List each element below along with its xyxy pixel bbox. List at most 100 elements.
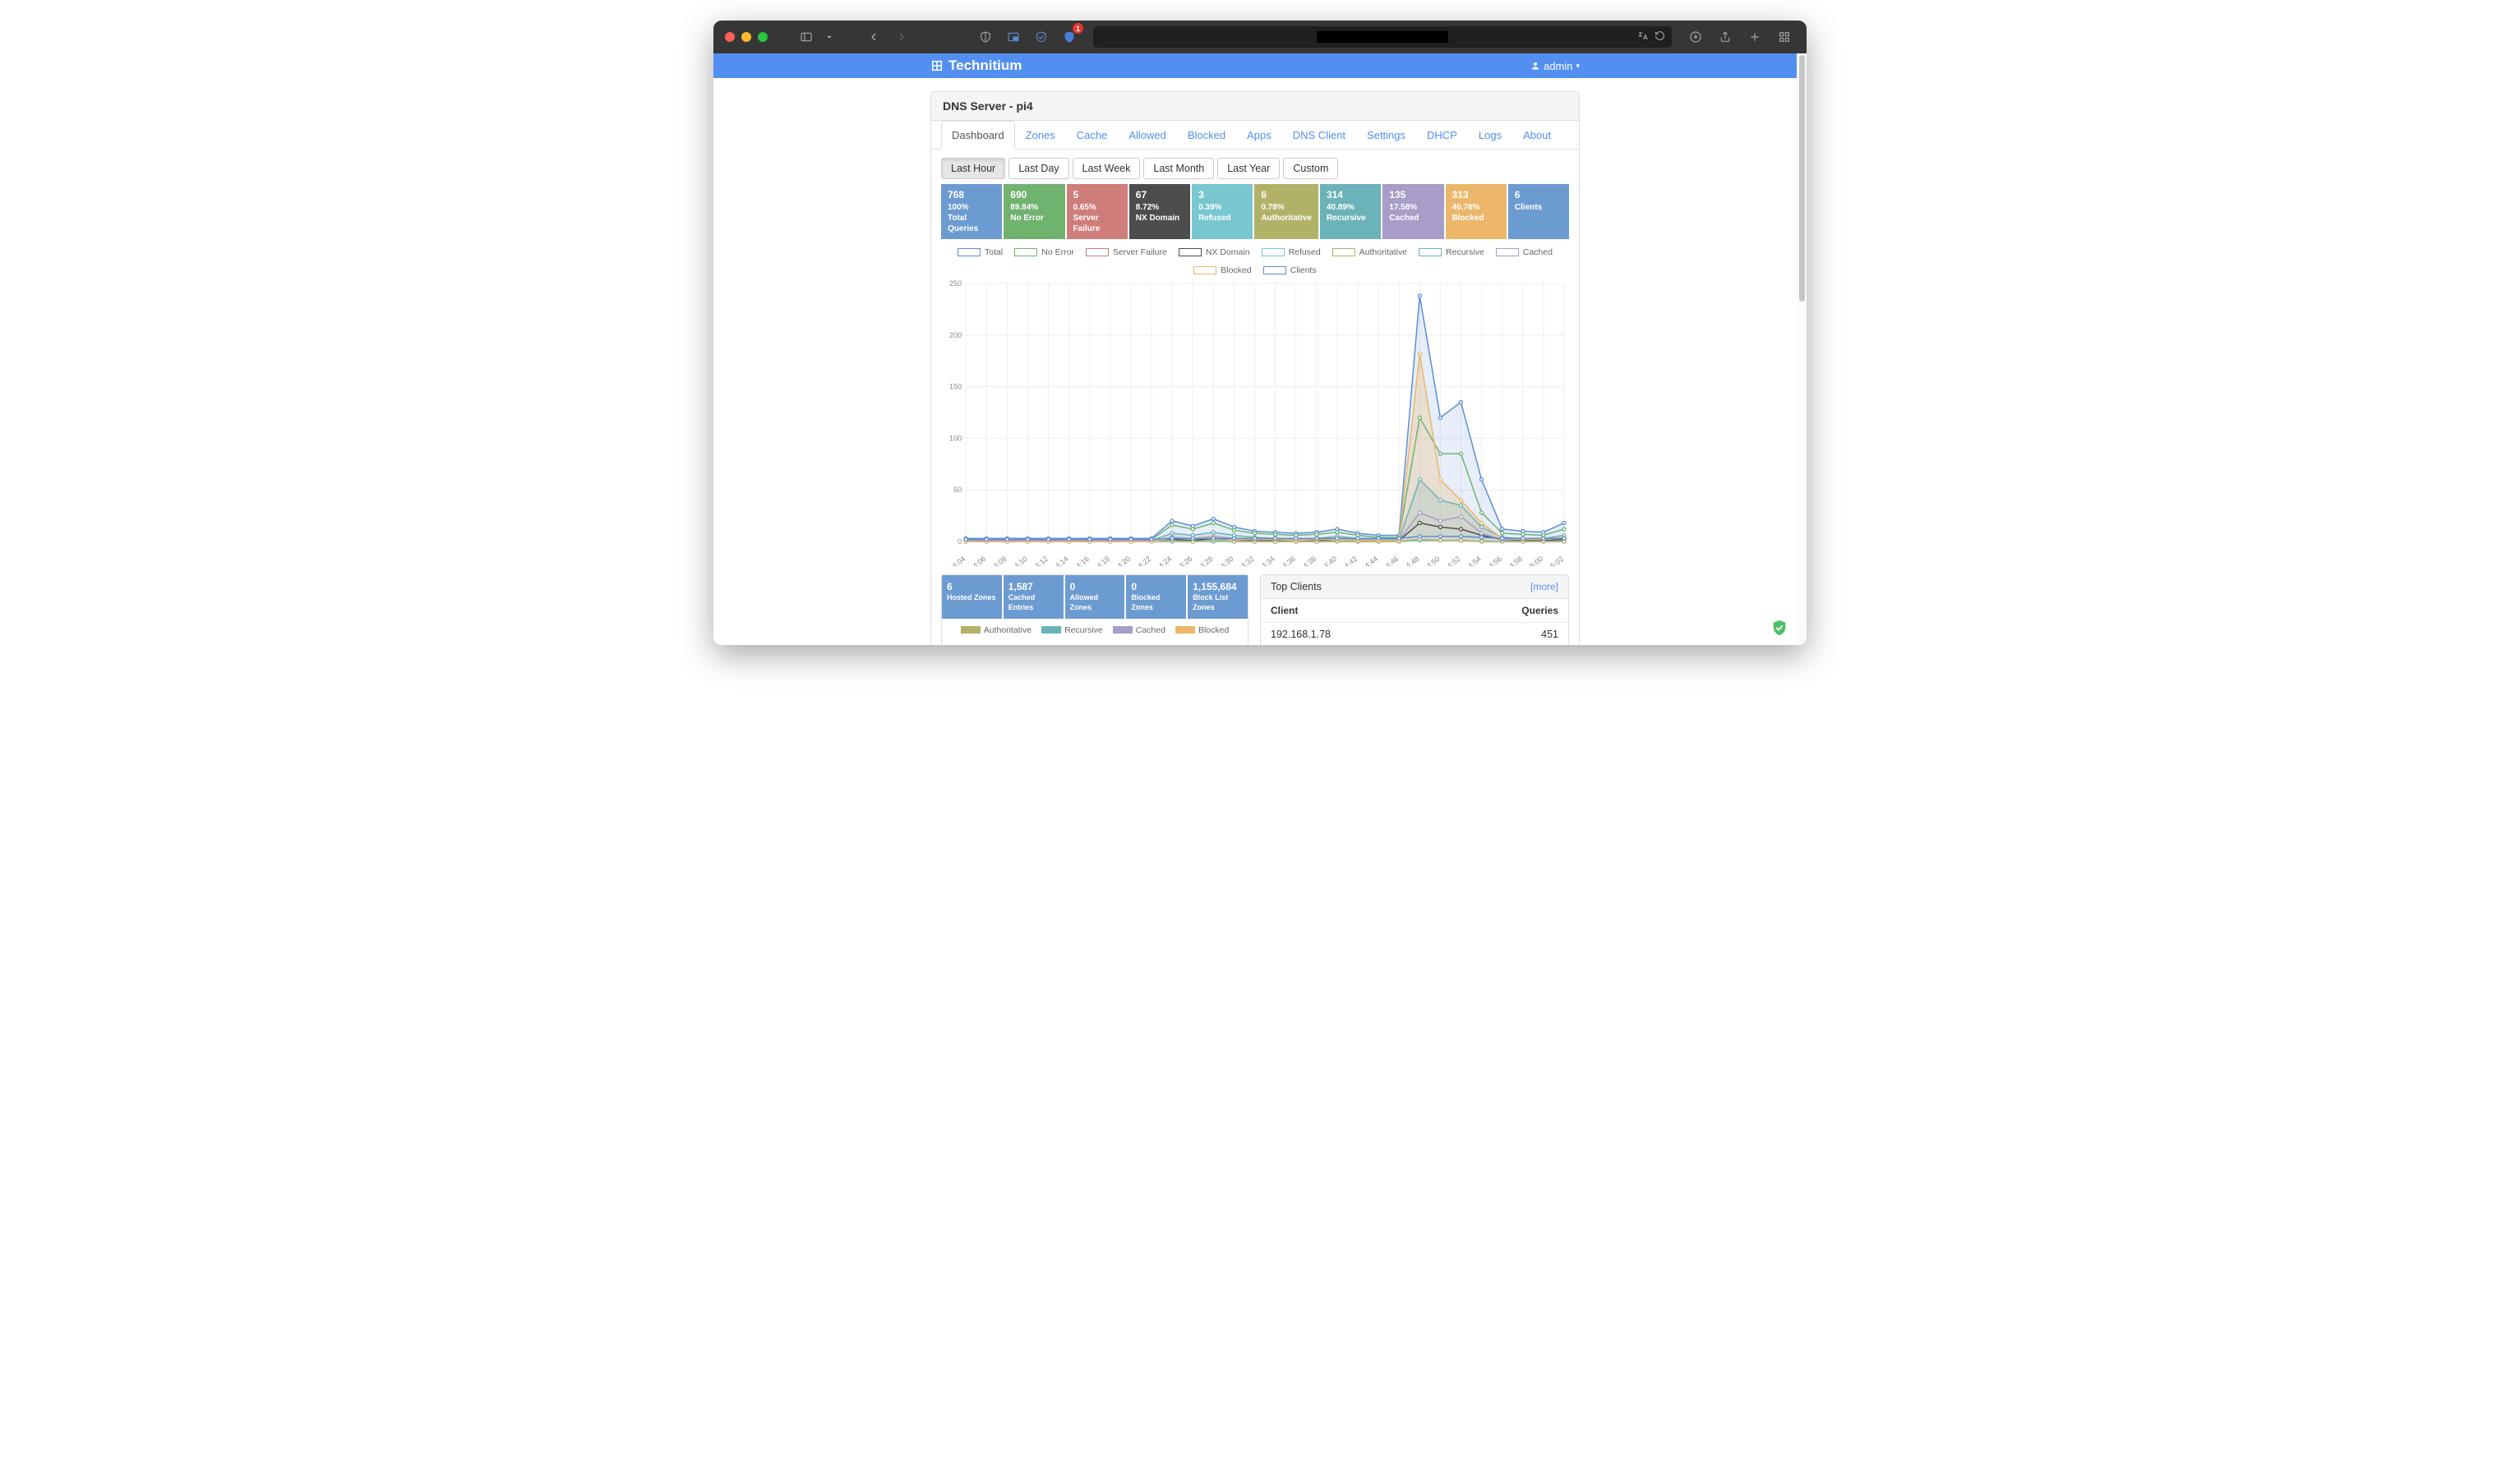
chevron-down-icon: ▾: [1576, 62, 1580, 71]
downloads-icon[interactable]: [1685, 26, 1706, 48]
sidebar-dropdown-icon[interactable]: [824, 26, 835, 48]
svg-text:14:16: 14:16: [1071, 554, 1091, 565]
zone-stat-cached-entries[interactable]: 1,587Cached Entries: [1004, 575, 1064, 619]
shield-half-icon[interactable]: [975, 26, 996, 48]
svg-text:14:48: 14:48: [1401, 554, 1421, 565]
stat-clients[interactable]: 6Clients: [1508, 184, 1569, 239]
svg-text:14:14: 14:14: [1050, 554, 1070, 565]
minimize-window-button[interactable]: [741, 32, 751, 42]
svg-text:14:38: 14:38: [1298, 554, 1318, 565]
svg-text:14:58: 14:58: [1504, 554, 1524, 565]
browser-window: 1 Technitium admin: [713, 21, 1807, 645]
tab-dhcp[interactable]: DHCP: [1416, 121, 1468, 150]
tab-blocked[interactable]: Blocked: [1177, 121, 1236, 150]
password-manager-icon[interactable]: 1: [1059, 26, 1080, 48]
zone-legend-blocked[interactable]: Blocked: [1175, 625, 1229, 635]
legend-refused[interactable]: Refused: [1262, 247, 1321, 257]
security-shield-badge-icon: [1770, 619, 1788, 637]
range-last-hour[interactable]: Last Hour: [941, 158, 1005, 179]
top-clients-panel: Top Clients [more] Client Queries 192.16…: [1260, 574, 1569, 645]
stat-blocked[interactable]: 31340.76%Blocked: [1446, 184, 1507, 239]
tracker-shield-icon[interactable]: [1031, 26, 1052, 48]
zone-stat-block-list-zones[interactable]: 1,155,684Block List Zones: [1188, 575, 1248, 619]
zone-stat-hosted-zones[interactable]: 6Hosted Zones: [942, 575, 1002, 619]
stat-server-failure[interactable]: 50.65%Server Failure: [1067, 184, 1128, 239]
svg-text:14:54: 14:54: [1463, 554, 1483, 565]
chart-legend: Total No Error Server Failure NX Domain Refu…: [941, 247, 1569, 275]
svg-text:50: 50: [953, 486, 962, 494]
tab-logs[interactable]: Logs: [1468, 121, 1512, 150]
tab-apps[interactable]: Apps: [1236, 121, 1282, 150]
tab-settings[interactable]: Settings: [1356, 121, 1416, 150]
stat-authoritative[interactable]: 60.78%Authoritative: [1254, 184, 1318, 239]
zoom-window-button[interactable]: [758, 32, 768, 42]
stat-recursive[interactable]: 31440.89%Recursive: [1320, 184, 1381, 239]
viewport: Technitium admin ▾ DNS Server - pi4 Dash…: [713, 53, 1807, 645]
user-menu[interactable]: admin ▾: [1530, 60, 1580, 72]
svg-text:250: 250: [949, 279, 962, 288]
picture-in-picture-icon[interactable]: [1003, 26, 1024, 48]
zone-legend-cached[interactable]: Cached: [1113, 625, 1165, 635]
col-client: Client: [1261, 599, 1441, 623]
stat-cached[interactable]: 13517.58%Cached: [1382, 184, 1443, 239]
stat-refused[interactable]: 30.39%Refused: [1192, 184, 1253, 239]
svg-text:14:40: 14:40: [1318, 554, 1338, 565]
zone-legend-authoritative[interactable]: Authoritative: [961, 625, 1032, 635]
nav-forward-button[interactable]: [891, 26, 912, 48]
range-last-month[interactable]: Last Month: [1143, 158, 1214, 179]
tab-dashboard[interactable]: Dashboard: [941, 121, 1015, 150]
tab-dns-client[interactable]: DNS Client: [1282, 121, 1356, 150]
tab-zones[interactable]: Zones: [1015, 121, 1066, 150]
nav-back-button[interactable]: [863, 26, 884, 48]
brand[interactable]: Technitium: [930, 58, 1022, 74]
translate-icon[interactable]: [1637, 30, 1649, 44]
range-last-year[interactable]: Last Year: [1217, 158, 1280, 179]
legend-total[interactable]: Total: [958, 247, 1003, 257]
stat-total-queries[interactable]: 768100%Total Queries: [941, 184, 1002, 239]
zone-legend-recursive[interactable]: Recursive: [1041, 625, 1103, 635]
legend-nx-domain[interactable]: NX Domain: [1179, 247, 1250, 257]
svg-text:14:30: 14:30: [1216, 554, 1235, 565]
col-queries: Queries: [1441, 599, 1568, 623]
stat-nx-domain[interactable]: 678.72%NX Domain: [1129, 184, 1190, 239]
tab-allowed[interactable]: Allowed: [1118, 121, 1177, 150]
range-last-week[interactable]: Last Week: [1073, 158, 1141, 179]
legend-cached[interactable]: Cached: [1496, 247, 1553, 257]
svg-text:15:02: 15:02: [1545, 554, 1565, 565]
range-custom[interactable]: Custom: [1283, 158, 1338, 179]
nav-tabs: DashboardZonesCacheAllowedBlockedAppsDNS…: [931, 121, 1579, 150]
svg-text:14:08: 14:08: [989, 554, 1008, 565]
tab-overview-icon[interactable]: [1774, 26, 1795, 48]
client-row[interactable]: 192.168.1.78451: [1261, 622, 1568, 645]
legend-authoritative[interactable]: Authoritative: [1332, 247, 1407, 257]
username: admin: [1544, 60, 1572, 72]
legend-clients[interactable]: Clients: [1263, 265, 1317, 275]
scrollbar-thumb[interactable]: [1799, 55, 1805, 302]
svg-text:200: 200: [949, 330, 962, 339]
stat-no-error[interactable]: 69089.84%No Error: [1004, 184, 1064, 239]
tab-about[interactable]: About: [1512, 121, 1562, 150]
badge-count: 1: [1073, 23, 1083, 34]
svg-text:0: 0: [958, 537, 962, 546]
svg-text:14:44: 14:44: [1360, 554, 1380, 565]
legend-no-error[interactable]: No Error: [1014, 247, 1074, 257]
range-last-day[interactable]: Last Day: [1008, 158, 1068, 179]
share-icon[interactable]: [1715, 26, 1736, 48]
vertical-scrollbar[interactable]: [1797, 53, 1807, 645]
legend-recursive[interactable]: Recursive: [1419, 247, 1484, 257]
tab-cache[interactable]: Cache: [1066, 121, 1119, 150]
svg-text:14:34: 14:34: [1257, 554, 1276, 565]
reload-icon[interactable]: [1655, 30, 1665, 44]
zone-stat-allowed-zones[interactable]: 0Allowed Zones: [1065, 575, 1125, 619]
svg-text:14:42: 14:42: [1340, 554, 1359, 565]
new-tab-icon[interactable]: [1744, 26, 1765, 48]
technitium-logo-icon: [930, 59, 944, 72]
address-bar[interactable]: [1093, 26, 1672, 48]
legend-server-failure[interactable]: Server Failure: [1086, 247, 1167, 257]
legend-blocked[interactable]: Blocked: [1193, 265, 1251, 275]
zone-stat-blocked-zones[interactable]: 0Blocked Zones: [1126, 575, 1186, 619]
top-clients-more-link[interactable]: [more]: [1530, 581, 1558, 592]
queries-chart: 05010015020025014:0414:0614:0814:1014:12…: [941, 279, 1569, 566]
sidebar-toggle-icon[interactable]: [796, 26, 817, 48]
close-window-button[interactable]: [725, 32, 735, 42]
